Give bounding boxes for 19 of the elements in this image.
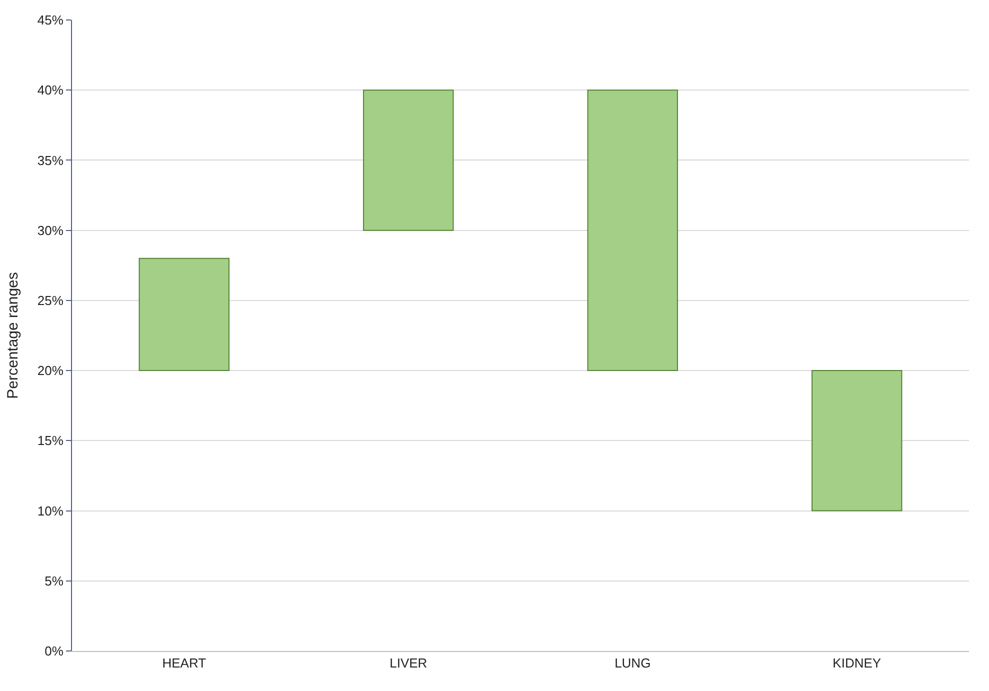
y-tick-label: 10% — [37, 503, 64, 518]
x-tick-label: LUNG — [614, 656, 651, 671]
bar — [587, 90, 678, 372]
y-tick-label: 5% — [44, 573, 64, 588]
y-tick-label: 0% — [44, 644, 64, 659]
y-tick-label: 35% — [37, 152, 64, 168]
bar — [812, 370, 902, 512]
y-tick-label: 30% — [37, 222, 64, 238]
y-tick-label: 15% — [37, 433, 64, 448]
x-tick-label: KIDNEY — [832, 656, 882, 671]
y-tick-label: 45% — [37, 12, 64, 28]
x-tick-label: HEART — [162, 656, 206, 671]
bar — [363, 90, 454, 231]
y-tick-label: 20% — [37, 363, 64, 378]
x-tick-label: LIVER — [390, 656, 428, 671]
bar — [138, 258, 230, 372]
y-tick-label: 40% — [37, 82, 64, 98]
y-tick-label: 25% — [37, 292, 64, 308]
y-axis-title: Percentage ranges — [4, 272, 22, 399]
